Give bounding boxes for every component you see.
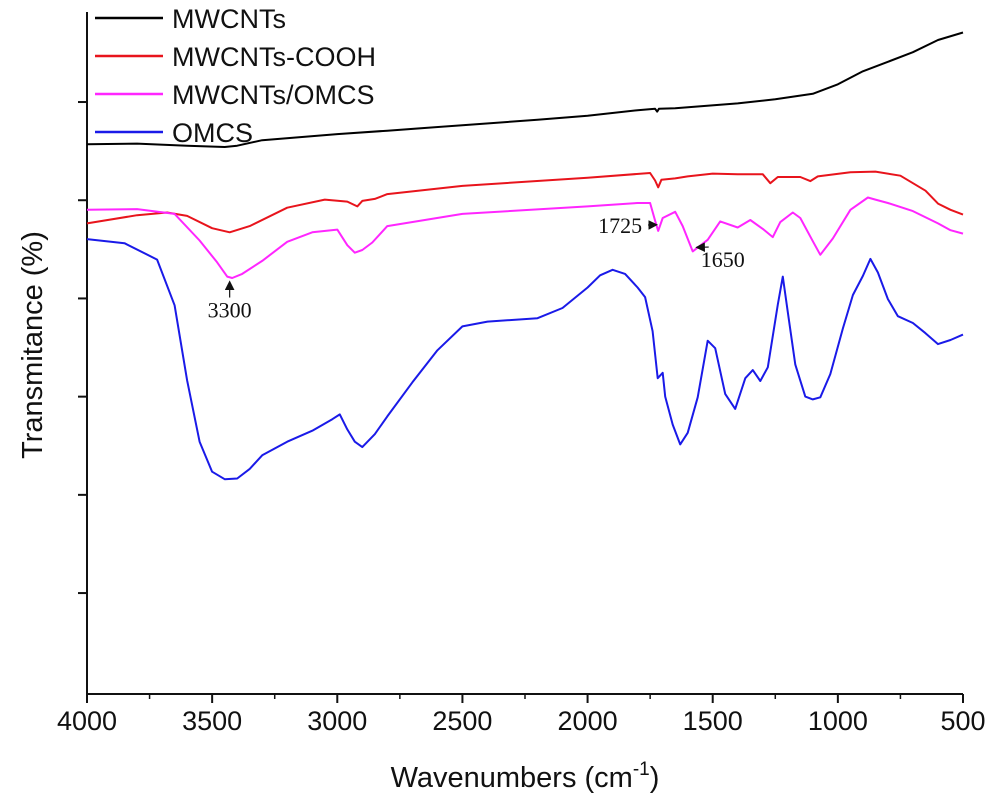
annotation-1725: 1725: [598, 213, 642, 238]
annotation-1650: 1650: [701, 247, 745, 272]
legend-label: MWCNTs/OMCS: [172, 80, 374, 110]
series-line-mwcnts: [86, 31, 964, 148]
x-axis-label-end: ): [650, 762, 660, 794]
x-tick-label: 1500: [683, 706, 743, 736]
legend: MWCNTs MWCNTs-COOH MWCNTs/OMCS OMCS: [95, 4, 376, 148]
y-axis-label: Transmitance (%): [17, 231, 49, 459]
x-tick-label: 500: [940, 706, 985, 736]
annotation-3300: 3300: [208, 298, 252, 323]
x-tick-label: 4000: [57, 706, 117, 736]
x-tick-label: 2500: [432, 706, 492, 736]
legend-label: MWCNTs-COOH: [172, 42, 376, 72]
x-tick-label: 1000: [808, 706, 868, 736]
annotations: 3300 1725 1650: [208, 213, 745, 323]
series-group: [86, 31, 964, 481]
x-tick-label: 2000: [558, 706, 618, 736]
x-tick-label: 3500: [182, 706, 242, 736]
axes: 4000 3500 3000 2500 2000 1500 1000 500: [57, 12, 986, 736]
legend-label: OMCS: [172, 118, 253, 148]
series-line-mwcnts-cooh: [86, 170, 964, 234]
x-axis-label: Wavenumbers (cm-1): [391, 759, 660, 794]
x-axis-label-main: Wavenumbers (cm: [391, 762, 633, 794]
series-line-mwcnts-omcs: [86, 196, 964, 279]
x-tick-label: 3000: [307, 706, 367, 736]
legend-label: MWCNTs: [172, 4, 286, 34]
series-line-omcs: [86, 238, 964, 481]
x-axis-label-superscript: -1: [633, 759, 650, 780]
